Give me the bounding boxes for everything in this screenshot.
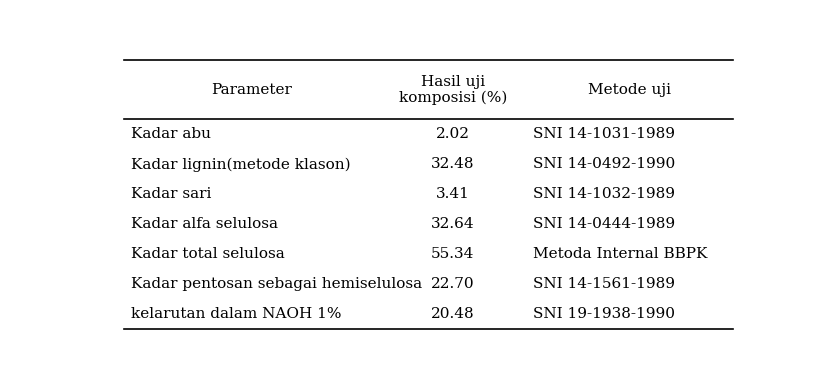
Text: 20.48: 20.48: [431, 307, 475, 321]
Text: SNI 14-1031-1989: SNI 14-1031-1989: [533, 127, 675, 141]
Text: 2.02: 2.02: [436, 127, 470, 141]
Text: SNI 14-0444-1989: SNI 14-0444-1989: [533, 217, 675, 231]
Text: Kadar lignin(metode klason): Kadar lignin(metode klason): [131, 157, 351, 172]
Text: 32.64: 32.64: [431, 217, 475, 231]
Text: Metoda Internal BBPK: Metoda Internal BBPK: [533, 247, 707, 261]
Text: Metode uji: Metode uji: [588, 83, 671, 97]
Text: 3.41: 3.41: [436, 187, 470, 201]
Text: Hasil uji
komposisi (%): Hasil uji komposisi (%): [399, 74, 507, 105]
Text: kelarutan dalam NAOH 1%: kelarutan dalam NAOH 1%: [131, 307, 342, 321]
Text: SNI 19-1938-1990: SNI 19-1938-1990: [533, 307, 675, 321]
Text: 22.70: 22.70: [431, 277, 475, 291]
Text: SNI 14-1561-1989: SNI 14-1561-1989: [533, 277, 675, 291]
Text: Kadar total selulosa: Kadar total selulosa: [131, 247, 285, 261]
Text: 55.34: 55.34: [431, 247, 475, 261]
Text: SNI 14-1032-1989: SNI 14-1032-1989: [533, 187, 675, 201]
Text: Kadar pentosan sebagai hemiselulosa: Kadar pentosan sebagai hemiselulosa: [131, 277, 422, 291]
Text: SNI 14-0492-1990: SNI 14-0492-1990: [533, 157, 675, 171]
Text: Kadar alfa selulosa: Kadar alfa selulosa: [131, 217, 278, 231]
Text: Parameter: Parameter: [212, 83, 293, 97]
Text: Kadar sari: Kadar sari: [131, 187, 212, 201]
Text: Kadar abu: Kadar abu: [131, 127, 212, 141]
Text: 32.48: 32.48: [431, 157, 475, 171]
